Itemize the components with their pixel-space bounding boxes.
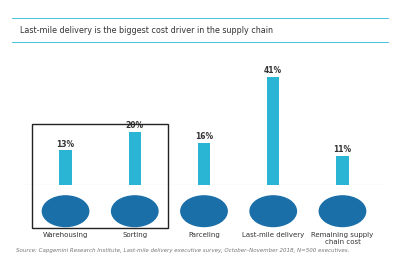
Bar [336,156,349,185]
Text: 13%: 13% [56,140,75,149]
Text: Parceling: Parceling [188,232,220,238]
Text: Remaining supply
chain cost: Remaining supply chain cost [311,232,374,245]
Bar [267,77,280,185]
Text: 16%: 16% [195,132,213,141]
Text: Last-mile delivery: Last-mile delivery [242,232,304,238]
Bar [198,143,210,185]
Text: Sorting: Sorting [122,232,147,238]
Text: Last-mile delivery is the biggest cost driver in the supply chain: Last-mile delivery is the biggest cost d… [20,26,273,35]
Bar [128,132,141,185]
Text: 41%: 41% [264,66,282,75]
Text: Warehousing: Warehousing [43,232,88,238]
Text: 11%: 11% [333,145,352,154]
Text: Source: Capgemini Research Institute, Last-mile delivery executive survey, Octob: Source: Capgemini Research Institute, La… [16,248,349,253]
Bar [59,150,72,185]
Text: 20%: 20% [126,121,144,130]
